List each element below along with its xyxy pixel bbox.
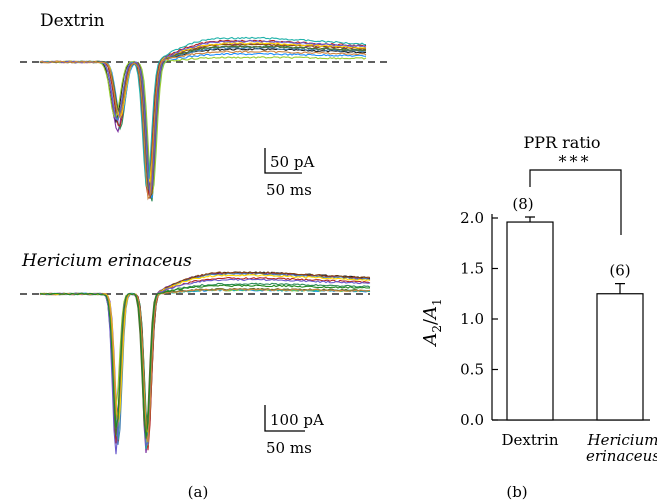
bar [596,293,644,421]
panel-a-label: (a) [188,483,209,501]
current-trace [39,50,367,201]
current-trace [39,46,367,184]
hericium-traces [39,271,371,455]
dextrin-panel-title: Dextrin [40,11,105,31]
y-tick-label: 0.0 [460,411,484,429]
current-trace [39,274,371,433]
x-tick-label: Hericium [586,431,657,449]
y-label-slash: / [420,318,441,325]
current-trace [39,39,367,196]
current-trace [39,42,367,199]
dextrin-scalebar: 50 pA 50 ms [264,148,314,199]
hericium-scalebar: 100 pA 50 ms [264,405,324,457]
current-trace [39,43,367,199]
current-trace [39,45,367,202]
y-label-denominator-sub: 1 [430,298,444,306]
y-label-numerator: A [420,333,441,348]
hericium-panel-title: Hericium erinaceus [21,251,192,271]
current-trace [39,56,367,195]
error-bar [525,216,535,223]
hericium-scalebar-x-label: 50 ms [266,439,312,457]
y-tick-label: 1.0 [460,310,484,328]
y-tick-label: 2.0 [460,209,484,227]
current-trace [39,48,367,193]
current-trace [39,278,371,455]
n-label: (6) [609,262,630,280]
y-axis-label: A2/A1 [420,298,444,347]
y-ticks: 0.0 0.5 1.0 1.5 2.0 [460,209,498,429]
current-trace [39,40,367,195]
n-label: (8) [512,195,533,213]
ppr-chart-title: PPR ratio [523,133,600,152]
panel-b-label: (b) [506,483,527,501]
dextrin-traces [39,36,367,202]
dextrin-scalebar-x-label: 50 ms [266,181,312,199]
dextrin-scalebar-y-label: 50 pA [270,153,314,171]
current-trace [39,284,371,439]
significance-stars: *** [559,152,592,171]
current-trace [39,42,367,184]
current-trace [39,36,367,190]
y-tick-label: 1.5 [460,260,484,278]
ppr-bar-chart: PPR ratio *** 0.0 0.5 1.0 1.5 2.0 (8) (6) Dex… [420,133,657,465]
current-trace [39,52,367,199]
bars: (8) (6) [506,195,644,421]
y-tick-label: 0.5 [460,361,484,379]
x-tick-label: erinaceus [586,447,657,465]
error-bar [615,283,625,294]
hericium-scalebar-y-label: 100 pA [270,411,324,429]
y-label-denominator: A [420,306,441,321]
x-tick-label: Dextrin [501,431,558,449]
bar [506,221,554,421]
y-label-numerator-sub: 2 [430,325,444,333]
current-trace [39,45,367,193]
significance-bracket [529,169,622,235]
